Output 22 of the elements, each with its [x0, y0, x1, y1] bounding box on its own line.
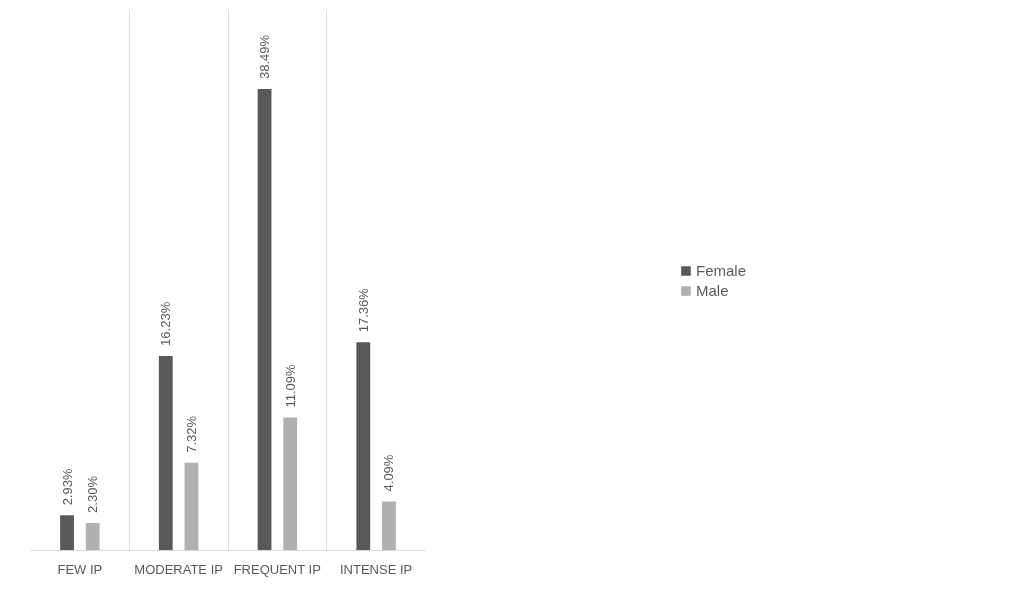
x-tick-label: FREQUENT IP: [233, 561, 321, 577]
data-label: 2.93%: [59, 468, 75, 506]
bar: [85, 522, 100, 551]
legend-label: Female: [695, 261, 747, 279]
data-label: 2.30%: [85, 475, 101, 513]
data-label: 17.36%: [355, 287, 371, 333]
legend-label: Male: [695, 281, 729, 299]
data-label: 7.32%: [183, 415, 199, 453]
bar: [60, 515, 74, 551]
x-tick-label: FEW IP: [57, 561, 103, 577]
data-label: 11.09%: [282, 363, 298, 408]
bar: [356, 342, 371, 551]
bar: [382, 501, 396, 551]
data-label: 4.09%: [381, 454, 397, 492]
data-label: 16.23%: [158, 301, 174, 346]
bar: [184, 462, 199, 551]
bar: [257, 88, 272, 551]
x-tick-label: INTENSE IP: [340, 561, 413, 577]
x-tick-label: MODERATE IP: [134, 561, 223, 577]
bar: [158, 355, 173, 551]
bar: [283, 417, 298, 551]
data-label: 38.49%: [257, 34, 273, 79]
